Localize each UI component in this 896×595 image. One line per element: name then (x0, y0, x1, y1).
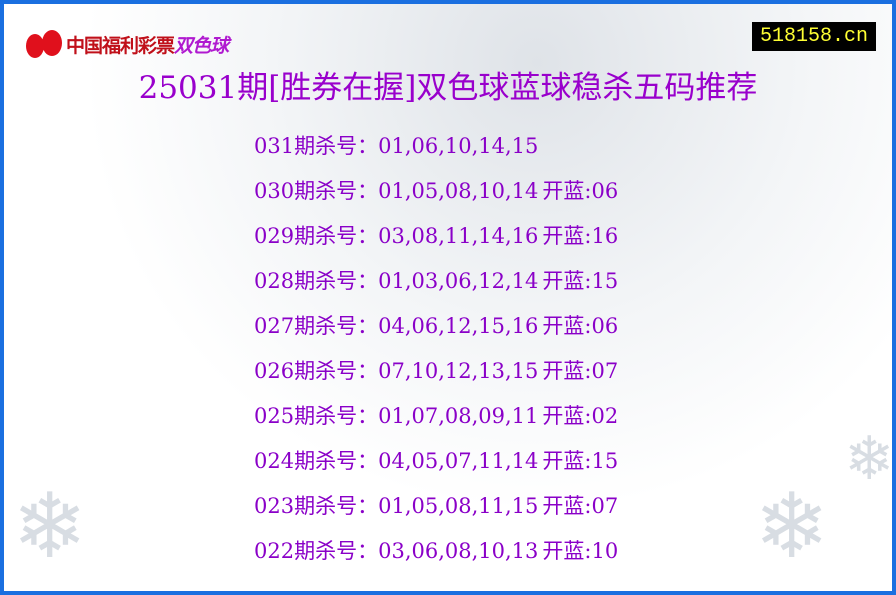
row-numbers: 04,06,12,15,16 (378, 314, 539, 338)
snowflake-icon: ❄ (12, 474, 88, 579)
row-period: 028期杀号： (254, 269, 379, 293)
row-period: 030期杀号： (254, 179, 379, 203)
list-item: 023期杀号：01,05,08,11,15 开蓝:07 (254, 492, 618, 537)
row-result: 开蓝:02 (542, 404, 619, 428)
row-numbers: 03,06,08,10,13 (378, 539, 539, 563)
list-item: 029期杀号：03,08,11,14,16 开蓝:16 (254, 222, 618, 267)
row-numbers: 01,06,10,14,15 (378, 134, 539, 158)
row-period: 025期杀号： (254, 404, 379, 428)
row-period: 029期杀号： (254, 224, 379, 248)
row-result: 开蓝:07 (542, 494, 619, 518)
logo-game-text: 双色球 (174, 34, 229, 57)
row-period: 027期杀号： (254, 314, 379, 338)
row-numbers: 04,05,07,11,14 (378, 449, 539, 473)
row-numbers: 03,08,11,14,16 (378, 224, 539, 248)
row-period: 031期杀号： (254, 134, 379, 158)
row-result: 开蓝:06 (542, 179, 619, 203)
list-item: 030期杀号：01,05,08,10,14 开蓝:06 (254, 177, 618, 222)
row-numbers: 01,05,08,11,15 (378, 494, 539, 518)
row-result: 开蓝:15 (542, 269, 619, 293)
snowflake-icon: ❄ (754, 474, 830, 579)
row-numbers: 01,07,08,09,11 (378, 404, 539, 428)
list-item: 026期杀号：07,10,12,13,15 开蓝:07 (254, 357, 618, 402)
list-item: 025期杀号：01,07,08,09,11 开蓝:02 (254, 402, 618, 447)
page-title: 25031期[胜券在握]双色球蓝球稳杀五码推荐 (138, 70, 758, 106)
row-numbers: 01,05,08,10,14 (378, 179, 539, 203)
list-item: 031期杀号：01,06,10,14,15 (254, 132, 618, 177)
list-item: 027期杀号：04,06,12,15,16 开蓝:06 (254, 312, 618, 357)
row-result: 开蓝:07 (542, 359, 619, 383)
row-period: 026期杀号： (254, 359, 379, 383)
row-period: 024期杀号： (254, 449, 379, 473)
row-result: 开蓝:06 (542, 314, 619, 338)
row-numbers: 07,10,12,13,15 (378, 359, 539, 383)
list-item: 022期杀号：03,06,08,10,13 开蓝:10 (254, 537, 618, 582)
row-result: 开蓝:10 (542, 539, 619, 563)
snowflake-icon: ❄ (844, 424, 895, 494)
site-badge: 518158.cn (751, 22, 876, 51)
row-result: 开蓝:16 (542, 224, 619, 248)
row-result: 开蓝:15 (542, 449, 619, 473)
list-item: 024期杀号：04,05,07,11,14 开蓝:15 (254, 447, 618, 492)
row-period: 022期杀号： (254, 539, 379, 563)
row-period: 023期杀号： (254, 494, 379, 518)
kill-number-list: 031期杀号：01,06,10,14,15 030期杀号：01,05,08,10,… (254, 132, 618, 582)
list-item: 028期杀号：01,03,06,12,14 开蓝:15 (254, 267, 618, 312)
lottery-logo: 中国福利彩票双色球 (22, 24, 229, 64)
logo-mark-icon (22, 24, 66, 64)
logo-brand-text: 中国福利彩票 (66, 34, 175, 57)
row-numbers: 01,03,06,12,14 (378, 269, 539, 293)
